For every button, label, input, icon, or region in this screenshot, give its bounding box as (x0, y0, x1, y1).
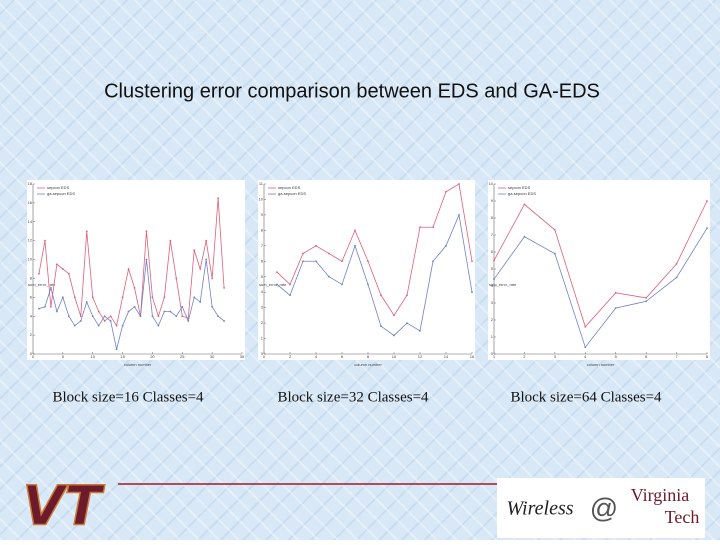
series-line (38, 259, 225, 350)
x-tick-label: 5 (615, 354, 618, 359)
x-tick-label: 3 (554, 354, 557, 359)
y-tick-label: 9 (491, 198, 494, 203)
y-tick-label: 6 (491, 249, 494, 254)
y-tick-label: 3 (261, 305, 264, 310)
caption: Block size=16 Classes=4 (52, 389, 204, 405)
y-tick-label: 5 (491, 266, 494, 271)
x-tick-label: 16 (470, 354, 475, 359)
y-tick-label: 8 (30, 276, 33, 281)
y-tick-label: 7 (261, 243, 264, 248)
y-tick-label: 7 (491, 232, 494, 237)
y-tick-label: 1 (261, 336, 264, 341)
x-tick-label: 0 (32, 354, 35, 359)
x-tick-label: 6 (341, 354, 344, 359)
y-axis-label: sum_error_rate (259, 282, 287, 287)
y-tick-label: 6 (30, 294, 33, 299)
x-tick-label: 14 (444, 354, 449, 359)
point (223, 286, 225, 289)
y-tick-label: 4 (491, 283, 494, 288)
y-axis-label: sum_error_rate (489, 282, 517, 287)
x-tick-label: 35 (240, 354, 245, 359)
y-axis-label: sum_error_rate (28, 282, 56, 287)
x-tick-label: 4 (315, 354, 318, 359)
x-tick-label: 2 (289, 354, 292, 359)
y-tick-label: 14 (28, 219, 33, 224)
y-tick-label: 10 (28, 257, 33, 262)
series-line (493, 200, 708, 328)
caption: Block size=32 Classes=4 (277, 389, 429, 405)
y-tick-label: 0 (491, 351, 494, 356)
x-axis-label: column number (124, 362, 152, 367)
legend-label: ga-sepcon EDS (278, 191, 306, 196)
y-tick-label: 6 (261, 258, 264, 263)
x-tick-label: 6 (645, 354, 648, 359)
y-tick-label: 9 (261, 212, 264, 217)
x-tick-label: 15 (120, 354, 125, 359)
plot-panel (258, 180, 475, 360)
x-tick-label: 20 (150, 354, 155, 359)
x-tick-label: 2 (523, 354, 526, 359)
y-tick-label: 0 (30, 351, 33, 356)
series-line (276, 213, 473, 336)
y-tick-label: 4 (30, 313, 33, 318)
series-line (38, 198, 225, 327)
logo-line1: Virginia (631, 485, 690, 505)
legend-label: ga-sepcon EDS (47, 191, 75, 196)
y-tick-label: 4 (261, 289, 264, 294)
y-tick-label: 10 (259, 197, 264, 202)
plot-panel (27, 180, 245, 360)
series-line (493, 227, 708, 349)
x-tick-label: 10 (90, 354, 95, 359)
y-tick-label: 1 (491, 334, 494, 339)
y-tick-label: 0 (261, 351, 264, 356)
x-tick-label: 30 (210, 354, 215, 359)
y-tick-label: 8 (261, 227, 264, 232)
logo-line2: Tech (665, 507, 700, 527)
y-tick-label: 16 (28, 200, 33, 205)
y-tick-label: 11 (259, 181, 264, 186)
x-tick-label: 0 (263, 354, 266, 359)
y-tick-label: 18 (28, 181, 33, 186)
series-line (276, 183, 473, 317)
x-tick-label: 4 (584, 354, 587, 359)
vt-logo: VT (23, 475, 106, 538)
x-tick-label: 5 (62, 354, 65, 359)
y-tick-label: 3 (491, 300, 494, 305)
slide-title: Clustering error comparison between EDS … (104, 80, 600, 102)
x-tick-label: 10 (392, 354, 397, 359)
x-axis-label: column number (587, 362, 615, 367)
caption: Block size=64 Classes=4 (510, 389, 662, 405)
logo-at: @ (590, 492, 618, 523)
x-tick-label: 7 (675, 354, 678, 359)
logo-word: Wireless (506, 498, 573, 520)
y-tick-label: 5 (261, 274, 264, 279)
legend-label: sepcon EDS (508, 185, 531, 190)
y-tick-label: 12 (28, 238, 33, 243)
x-tick-label: 12 (418, 354, 423, 359)
x-tick-label: 8 (706, 354, 709, 359)
x-tick-label: 1 (493, 354, 496, 359)
legend-label: ga-sepcon EDS (508, 191, 536, 196)
y-tick-label: 2 (30, 332, 33, 337)
legend-label: sepcon EDS (47, 185, 70, 190)
y-tick-label: 2 (491, 317, 494, 322)
logo-box (497, 478, 705, 538)
y-tick-label: 2 (261, 320, 264, 325)
y-tick-label: 10 (489, 181, 494, 186)
legend-label: sepcon EDS (278, 185, 301, 190)
y-tick-label: 8 (491, 215, 494, 220)
x-axis-label: column number (354, 362, 382, 367)
plot-panel (488, 180, 710, 360)
x-tick-label: 25 (180, 354, 185, 359)
x-tick-label: 8 (367, 354, 370, 359)
